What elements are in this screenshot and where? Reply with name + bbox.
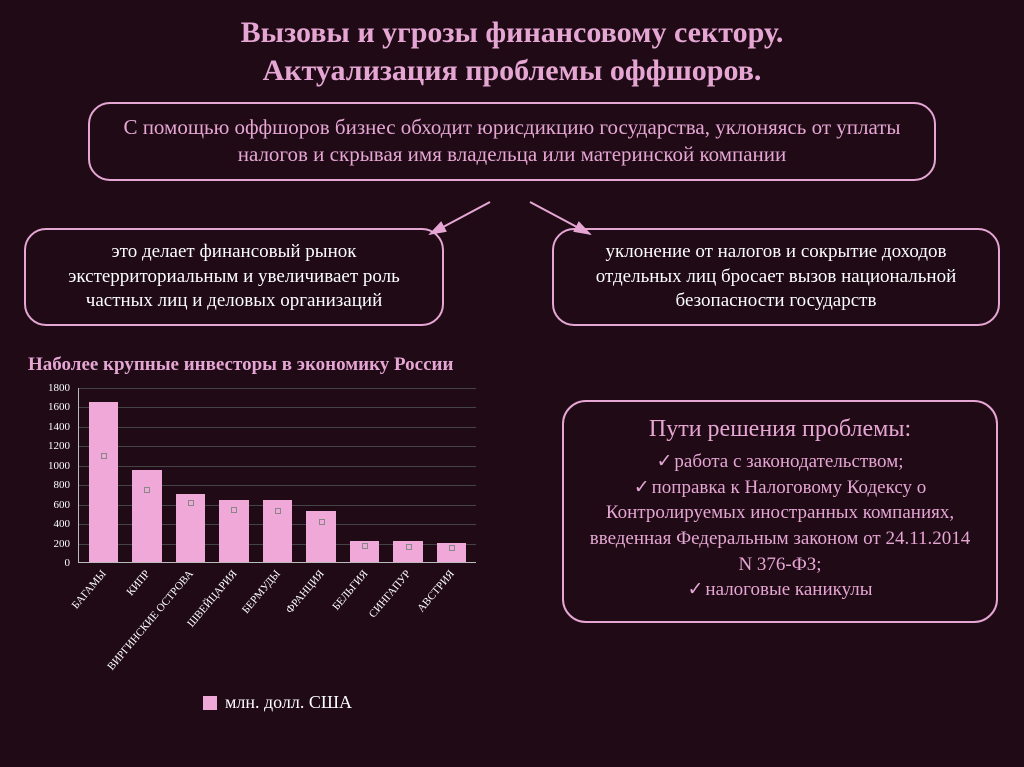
y-tick-label: 800 <box>54 479 71 491</box>
callout-main-text: С помощью оффшоров бизнес обходит юрисди… <box>123 115 900 166</box>
series-marker <box>144 487 150 493</box>
solutions-item: поправка к Налоговому Кодексу о Контроли… <box>582 475 978 578</box>
callout-right: уклонение от налогов и сокрытие доходов … <box>552 228 1000 326</box>
y-tick-label: 1400 <box>48 421 70 433</box>
slide-title: Вызовы и угрозы финансовому сектору. Акт… <box>0 0 1024 99</box>
y-tick-label: 1000 <box>48 460 70 472</box>
series-marker <box>406 544 412 550</box>
series-marker <box>101 453 107 459</box>
solutions-box: Пути решения проблемы: работа с законода… <box>562 400 998 623</box>
series-marker <box>449 545 455 551</box>
y-tick-label: 1800 <box>48 382 70 394</box>
y-tick-label: 400 <box>54 518 71 530</box>
chart-plot-area <box>78 388 476 563</box>
chart-legend: млн. долл. США <box>203 692 352 713</box>
y-tick-label: 600 <box>54 499 71 511</box>
callout-main: С помощью оффшоров бизнес обходит юрисди… <box>88 102 936 181</box>
solutions-item: налоговые каникулы <box>582 577 978 603</box>
legend-swatch <box>203 696 217 710</box>
x-tick-label: БЕРМУДЫ <box>240 568 283 616</box>
chart-y-axis: 020040060080010001200140016001800 <box>28 388 74 563</box>
chart-title: Наболее крупные инвесторы в экономику Ро… <box>28 354 453 376</box>
x-tick-label: АВСТРИЯ <box>415 568 457 615</box>
series-marker <box>275 508 281 514</box>
series-marker <box>319 519 325 525</box>
title-line-1: Вызовы и угрозы финансовому сектору. <box>241 16 784 49</box>
callout-left-text: это делает финансовый рынок экстерритори… <box>68 241 400 311</box>
solutions-title: Пути решения проблемы: <box>582 416 978 443</box>
x-tick-label: БЕЛЬГИЯ <box>330 568 370 613</box>
y-tick-label: 200 <box>54 538 71 550</box>
callout-right-text: уклонение от налогов и сокрытие доходов … <box>596 241 957 311</box>
x-tick-label: БАГАМЫ <box>70 568 109 611</box>
y-tick-label: 0 <box>65 557 71 569</box>
series-marker <box>362 543 368 549</box>
title-line-2: Актуализация проблемы оффшоров. <box>263 54 762 87</box>
legend-label: млн. долл. США <box>225 692 352 713</box>
solutions-item: работа с законодательством; <box>582 449 978 475</box>
x-tick-label: ВИРГИНСКИЕ ОСТРОВА <box>105 568 196 673</box>
x-tick-label: КИПР <box>124 568 152 598</box>
bar-chart: 0 200 400 600 800 1000 1200 1400 1600 1800 БАГАМЫ… <box>28 382 513 702</box>
series-marker <box>231 507 237 513</box>
chart-x-axis: БАГАМЫКИПРВИРГИНСКИЕ ОСТРОВАШВЕЙЦАРИЯБЕР… <box>78 568 476 688</box>
callout-left: это делает финансовый рынок экстерритори… <box>24 228 444 326</box>
series-marker <box>188 500 194 506</box>
x-tick-label: СИНГАПУР <box>367 568 414 620</box>
y-tick-label: 1600 <box>48 401 70 413</box>
chart-series-markers <box>79 388 476 562</box>
x-tick-label: ФРАНЦИЯ <box>284 568 327 616</box>
y-tick-label: 1200 <box>48 440 70 452</box>
